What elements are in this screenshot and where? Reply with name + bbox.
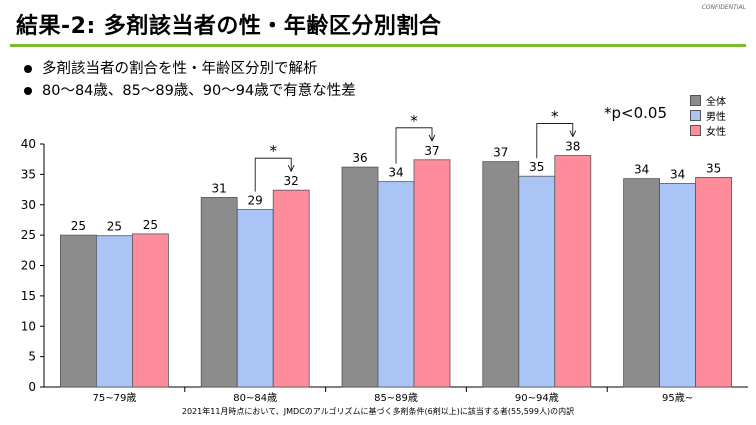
- confidential-mark: CONFIDENTIAL: [701, 4, 746, 11]
- data-label: 29: [248, 194, 263, 208]
- y-tick-label: 0: [28, 380, 36, 394]
- legend-item-all: 全体: [690, 93, 726, 108]
- y-tick-label: 15: [21, 289, 36, 303]
- data-label: 38: [565, 140, 580, 154]
- x-tick-label: 85~89歳: [374, 392, 418, 404]
- legend-label: 男性: [706, 112, 726, 123]
- bullet-dot-icon: [24, 65, 32, 73]
- data-label: 35: [706, 161, 721, 175]
- data-label: 37: [493, 146, 508, 160]
- y-tick-label: 5: [28, 350, 36, 364]
- y-tick-label: 30: [21, 198, 36, 212]
- title-underline: [10, 44, 746, 47]
- bar: [518, 175, 556, 388]
- legend-item-male: 男性: [690, 108, 726, 123]
- footnote: 2021年11月時点において、JMDCのアルゴリズムに基づく多剤条件(6剤以上)…: [181, 407, 575, 416]
- bar: [200, 197, 238, 388]
- bar: [482, 161, 520, 388]
- bullet-text: 多剤該当者の割合を性・年齢区分別で解析: [42, 61, 318, 77]
- bar: [131, 233, 169, 388]
- x-tick-label: 75~79歳: [92, 392, 136, 404]
- bar: [272, 189, 310, 388]
- legend-item-female: 女性: [690, 123, 726, 138]
- data-label: 35: [529, 160, 544, 174]
- data-label: 34: [634, 163, 649, 177]
- legend-swatch: [690, 95, 701, 106]
- legend-swatch: [690, 125, 701, 136]
- bar: [60, 234, 97, 388]
- data-label: 36: [352, 151, 367, 165]
- significance-star: *: [410, 112, 418, 130]
- bar: [695, 177, 732, 388]
- bar: [341, 166, 379, 388]
- data-label: 34: [670, 167, 685, 181]
- significance-arrow-icon: [569, 130, 577, 138]
- y-tick-label: 35: [21, 167, 36, 181]
- bar: [623, 178, 660, 388]
- data-label: 25: [71, 219, 86, 233]
- significance-star: *: [551, 108, 559, 126]
- data-label: 37: [424, 144, 439, 158]
- data-label: 32: [284, 174, 299, 188]
- data-label: 31: [212, 181, 227, 195]
- data-label: 25: [143, 218, 158, 232]
- significance-bracket: [254, 157, 292, 192]
- bullet-dot-icon: [24, 87, 32, 95]
- legend-label: 女性: [706, 127, 726, 138]
- bar: [96, 235, 133, 388]
- significance-bracket: [395, 127, 433, 164]
- legend-swatch: [690, 110, 701, 121]
- significance-bracket: [536, 123, 574, 159]
- bullet-item: 80～84歳、85～89歳、90～94歳で有意な性差: [24, 80, 356, 102]
- legend-label: 全体: [706, 97, 726, 108]
- chart-legend: 全体 男性 女性: [690, 93, 726, 138]
- significance-note: *p<0.05: [604, 104, 667, 122]
- x-tick-label: 95歳~: [662, 392, 693, 404]
- slide-title: 結果-2: 多剤該当者の性・年齢区分別割合: [16, 14, 442, 39]
- bullet-item: 多剤該当者の割合を性・年齢区分別で解析: [24, 58, 356, 80]
- significance-arrow-icon: [428, 134, 436, 142]
- significance-star: *: [269, 142, 277, 160]
- bullet-text: 80～84歳、85～89歳、90～94歳で有意な性差: [42, 83, 356, 99]
- x-tick-label: 90~94歳: [515, 392, 559, 404]
- data-label: 25: [107, 220, 122, 234]
- y-tick-label: 40: [21, 137, 36, 151]
- data-label: 34: [388, 166, 403, 180]
- significance-arrow-icon: [287, 164, 295, 173]
- y-tick-label: 20: [21, 259, 36, 273]
- bullet-list: 多剤該当者の割合を性・年齢区分別で解析 80～84歳、85～89歳、90～94歳…: [24, 58, 356, 102]
- bar: [554, 155, 592, 388]
- bar: [236, 209, 274, 388]
- bar: [377, 181, 415, 388]
- y-tick-label: 10: [21, 319, 36, 333]
- bar: [413, 159, 451, 388]
- y-tick-label: 25: [21, 228, 36, 242]
- x-tick-label: 80~84歳: [233, 392, 277, 404]
- bar: [659, 183, 696, 388]
